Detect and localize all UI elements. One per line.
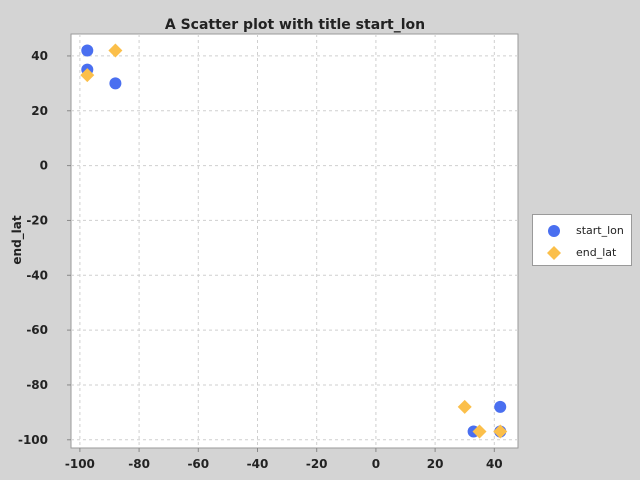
x-tick-label: -40: [247, 457, 269, 471]
legend-label: start_lon: [576, 224, 624, 237]
plot-area: [70, 33, 519, 449]
axis-ticks: -100 -80 -60 -40 -20 0 20 40 40 20 0 -20 -40 -60 -80 -1…: [18, 49, 503, 471]
x-tick-label: -100: [65, 457, 95, 471]
diamond-icon: [547, 246, 561, 260]
x-tick-label: -20: [306, 457, 328, 471]
point-end_lat: [493, 424, 508, 439]
point-start_lon: [81, 44, 94, 57]
circle-icon: [547, 224, 561, 238]
y-tick-label: 20: [31, 104, 48, 118]
y-tick-label: -60: [26, 323, 48, 337]
grid-lines: [71, 34, 518, 448]
y-tick-label: -40: [26, 268, 48, 282]
x-tick-label: 0: [372, 457, 380, 471]
point-end_lat: [80, 68, 95, 83]
y-tick-label: -20: [26, 213, 48, 227]
chart-title: A Scatter plot with title start_lon: [165, 17, 425, 33]
x-tick-label: -60: [187, 457, 209, 471]
y-tick-label: 0: [40, 159, 48, 173]
point-start_lon: [109, 77, 122, 90]
x-tick-label: 20: [427, 457, 444, 471]
data-points: [80, 43, 508, 439]
legend-label: end_lat: [576, 246, 617, 259]
legend-item-start-lon: start_lon: [533, 221, 633, 241]
x-tick-label: -80: [128, 457, 150, 471]
x-tick-label: 40: [486, 457, 503, 471]
legend: start_lon end_lat: [532, 214, 632, 266]
point-start_lon: [494, 400, 507, 413]
y-tick-label: 40: [31, 49, 48, 63]
point-end_lat: [457, 399, 472, 414]
y-tick-label: -100: [18, 433, 48, 447]
y-tick-label: -80: [26, 378, 48, 392]
point-end_lat: [108, 43, 123, 58]
point-end_lat: [472, 424, 487, 439]
y-axis-label: end_lat: [10, 215, 25, 264]
legend-item-end-lat: end_lat: [533, 243, 633, 263]
